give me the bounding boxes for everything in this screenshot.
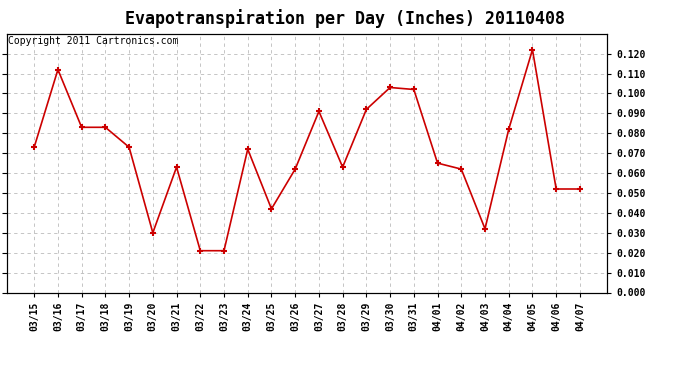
- Text: Copyright 2011 Cartronics.com: Copyright 2011 Cartronics.com: [8, 36, 179, 46]
- Text: Evapotranspiration per Day (Inches) 20110408: Evapotranspiration per Day (Inches) 2011…: [125, 9, 565, 28]
